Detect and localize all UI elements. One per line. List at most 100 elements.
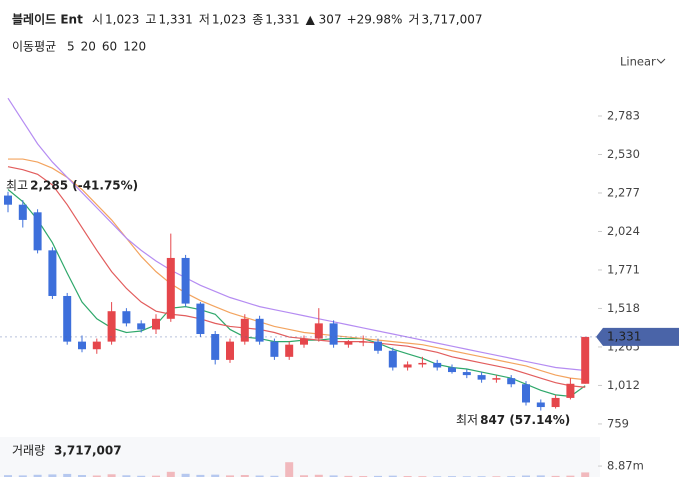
header-value: 1,331 [265,13,299,27]
y-tick-label: 1,771 [607,262,640,276]
legend-entry: 5 [67,40,75,54]
y-tick-label: 2,530 [607,147,640,161]
legend-entry: 60 [102,40,117,54]
candle-body [374,341,382,351]
candle-body [433,362,442,368]
candle-body [507,378,516,385]
candle-body [388,350,397,368]
candle-body [359,341,368,343]
volume-bar [211,474,220,477]
y-tick-label: 1,518 [607,301,640,315]
candle-body [196,303,205,335]
volume-bar [388,475,397,477]
candle-body [300,338,308,345]
candle-body [522,384,530,403]
candle-body [270,341,279,357]
volume-bar [536,475,545,477]
ma-title: 이동평균 [12,40,56,54]
y-tick-label: 759 [607,416,629,430]
ma-line [7,97,586,372]
candle-body [48,250,57,296]
volume-bar [581,472,590,477]
candle-body [211,334,220,360]
scale-button[interactable]: Linear [620,55,656,69]
y-tick-label: 2,024 [607,224,640,238]
volume-bar [551,475,560,477]
min-note-value: 847 (57.14%) [480,413,570,427]
volume-bar [522,475,530,477]
candle-body [344,341,353,345]
volume-bar [137,475,146,477]
header-label: 저 [199,13,210,27]
volume-bar [374,475,382,477]
y-tick-label: 8.87m [607,459,644,473]
legend-entry: 120 [123,40,146,54]
stock-name: 블레이드 Ent [12,12,83,27]
candle-body [329,323,338,345]
volume-bar [329,475,338,477]
header-label: 시 [92,13,103,27]
candle-body [492,378,501,380]
header-value: 1,023 [105,13,139,27]
header-volume-label: 거 [408,13,419,27]
candle-body [285,344,294,357]
candle-body [107,311,116,342]
candle-body [181,257,190,304]
ma-line [7,189,586,398]
candle-body [240,318,249,342]
volume-bar [181,473,190,477]
volume-bar [4,475,12,477]
candle-body [226,341,234,360]
min-note-label: 최저 [456,413,478,427]
volume-bar [107,474,116,477]
volume-bar [566,475,575,477]
header-change: ▲ 307 [306,13,342,27]
volume-title: 거래량 [12,444,45,458]
legend-entry: 20 [81,40,96,54]
header-label: 고 [145,13,156,27]
volume-bar [78,475,86,477]
candle-body [566,383,575,398]
candle-body [418,362,427,365]
volume-bar [152,475,160,477]
candle-body [536,402,545,408]
header-change-pct: +29.98% [347,13,403,27]
candle-body [122,311,131,324]
candle-body [403,364,412,368]
volume-bar [285,462,294,477]
volume-bar [300,475,308,477]
y-tick-label: 2,277 [607,185,640,199]
candle-body [152,318,160,330]
volume-bar [344,475,353,477]
candle-body [63,295,72,342]
candle-body [462,372,471,376]
volume-bar [33,474,42,477]
max-note-label: 최고 [6,178,28,192]
volume-bar [240,475,249,477]
volume-bar [196,474,205,477]
candle-body [33,212,42,251]
max-note-value: 2,285 (-41.75%) [30,178,138,192]
y-tick-label: 1,012 [607,378,640,392]
price-tag-box [596,327,679,346]
candle-body [137,323,146,330]
candle-body [477,375,486,380]
volume-bar [122,475,131,477]
header-label: 종 [252,13,263,27]
volume-bar [226,475,234,477]
volume-bar [92,475,101,477]
candle-body [314,323,323,339]
volume-bar [18,475,27,477]
dropdown-icon [656,58,666,64]
header-volume: 3,717,007 [421,13,482,27]
volume-bar [48,474,57,477]
candle-body [255,318,264,342]
volume-bar [314,474,323,477]
candle-body [92,341,101,350]
price-tag-label: 1,331 [607,329,641,343]
ma-line [8,158,586,381]
candle-body [551,397,560,408]
volume-bar [270,475,279,477]
volume-bar [255,475,264,477]
